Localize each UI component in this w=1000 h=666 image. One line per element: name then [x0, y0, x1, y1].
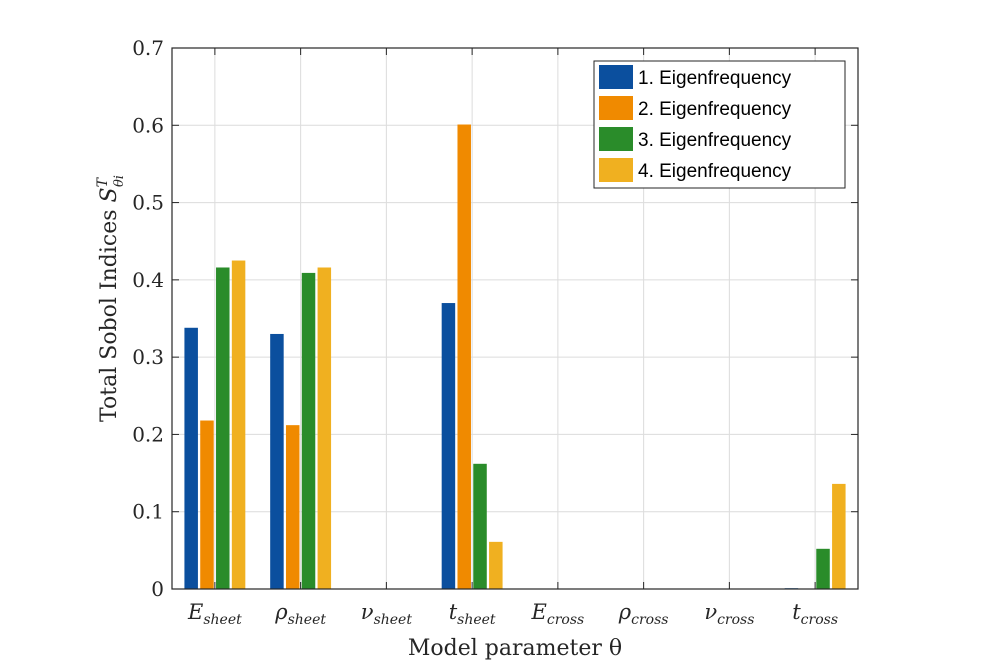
legend-swatch-3	[599, 127, 633, 151]
legend-entry-3[interactable]: 3. Eigenfrequency	[638, 130, 792, 151]
x-tick-label: ρcross	[618, 600, 669, 628]
legend-entry-4[interactable]: 4. Eigenfrequency	[638, 161, 792, 182]
x-tick-label: Ecross	[531, 600, 585, 628]
legend-box	[593, 60, 846, 189]
x-tick-label: νsheet	[361, 600, 413, 628]
bar-series-2-cat-4	[457, 124, 471, 590]
axes-box	[171, 47, 859, 590]
legend-entry-2[interactable]: 2. Eigenfrequency	[638, 99, 792, 120]
x-tick-label: tsheet	[449, 600, 496, 628]
bar-series-2-cat-2	[285, 425, 300, 589]
bar-series-4-cat-4	[489, 541, 503, 589]
x-tick-label: tcross	[792, 600, 838, 628]
y-tick-label: 0.1	[132, 500, 164, 524]
bar-series-4-cat-2	[317, 267, 332, 589]
bar-series-1-cat-2	[270, 333, 284, 589]
y-tick-label: 0	[151, 577, 164, 601]
bar-series-1-cat-4	[441, 303, 456, 589]
bar-series-1-cat-1	[184, 327, 198, 589]
y-tick-label: 0.3	[132, 345, 164, 369]
ticks: 0 0.1 0.2 0.3 0.4 0.5 0.6 0.7 Esheet ρsheet νsheet…	[132, 36, 858, 628]
legend[interactable]: 1. Eigenfrequency 2. Eigenfrequency 3. Eig…	[593, 60, 846, 189]
bar-series-3-cat-2	[301, 272, 316, 589]
legend-swatch-1	[599, 65, 633, 89]
axis-labels: Model parameter θ Total Sobol Indices STθ…	[95, 175, 622, 661]
bar-series-3-cat-1	[216, 267, 230, 589]
x-tick-label: ρsheet	[274, 600, 326, 628]
legend-swatch-2	[599, 96, 633, 120]
y-axis-label: Total Sobol Indices STθi	[95, 175, 127, 422]
bar-series-3-cat-8	[816, 548, 830, 589]
y-tick-label: 0.4	[132, 268, 164, 292]
bar-series-4-cat-8	[832, 483, 846, 589]
y-tick-label: 0.5	[132, 191, 164, 215]
y-tick-label: 0.6	[132, 113, 164, 137]
legend-entry-1[interactable]: 1. Eigenfrequency	[638, 68, 792, 89]
y-tick-label: 0.7	[132, 36, 164, 60]
x-axis-label: Model parameter θ	[408, 636, 622, 661]
x-tick-label: νcross	[704, 600, 754, 628]
legend-swatch-4	[599, 158, 633, 182]
bars	[184, 124, 846, 590]
bar-series-4-cat-1	[231, 260, 246, 589]
bar-series-2-cat-1	[200, 420, 214, 589]
y-tick-label: 0.2	[132, 422, 164, 446]
x-tick-label: Esheet	[187, 600, 242, 628]
bar-series-3-cat-4	[473, 463, 487, 589]
